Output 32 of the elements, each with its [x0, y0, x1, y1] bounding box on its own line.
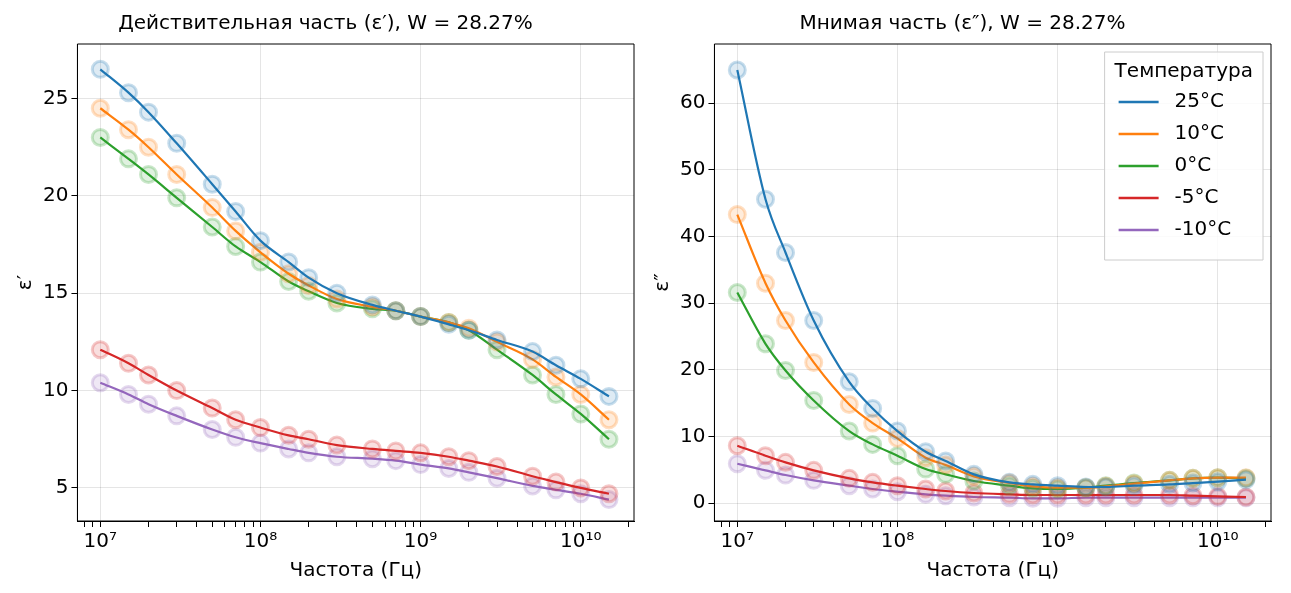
chart-title: Мнимая часть (ε″), W = 28.27%: [799, 10, 1126, 35]
legend-label: 25°C: [1174, 88, 1225, 113]
y-axis-title: ε′: [12, 274, 37, 291]
x-tick-label: 10⁷: [720, 528, 755, 553]
y-axis-title: ε″: [649, 273, 674, 292]
y-tick-label: 40: [680, 222, 706, 247]
x-tick-label: 10¹⁰: [1197, 528, 1239, 553]
x-axis-title: Частота (Гц): [926, 557, 1059, 582]
x-tick-label: 10⁹: [1040, 528, 1075, 553]
y-tick-label: 60: [680, 89, 706, 114]
x-tick-label: 10⁹: [403, 528, 438, 553]
legend-label: 0°C: [1174, 152, 1212, 177]
y-tick-label: 5: [55, 474, 69, 499]
x-tick-label: 10⁸: [880, 528, 915, 553]
y-tick-label: 10: [680, 422, 706, 447]
legend-label: -10°C: [1174, 216, 1232, 241]
y-tick-label: 25: [43, 84, 69, 109]
legend-label: -5°C: [1174, 184, 1219, 209]
x-tick-label: 10⁷: [83, 528, 118, 553]
y-tick-label: 20: [680, 355, 706, 380]
x-tick-label: 10⁸: [243, 528, 278, 553]
x-tick-label: 10¹⁰: [560, 528, 602, 553]
y-tick-label: 50: [680, 156, 706, 181]
y-tick-label: 30: [680, 289, 706, 314]
y-tick-label: 15: [43, 279, 69, 304]
legend-title: Температура: [1113, 58, 1254, 83]
legend-label: 10°C: [1174, 120, 1225, 145]
chart-title: Действительная часть (ε′), W = 28.27%: [118, 10, 533, 35]
y-tick-label: 0: [692, 489, 706, 514]
x-axis-title: Частота (Гц): [289, 557, 422, 582]
y-tick-label: 20: [43, 182, 69, 207]
y-tick-label: 10: [43, 376, 69, 401]
